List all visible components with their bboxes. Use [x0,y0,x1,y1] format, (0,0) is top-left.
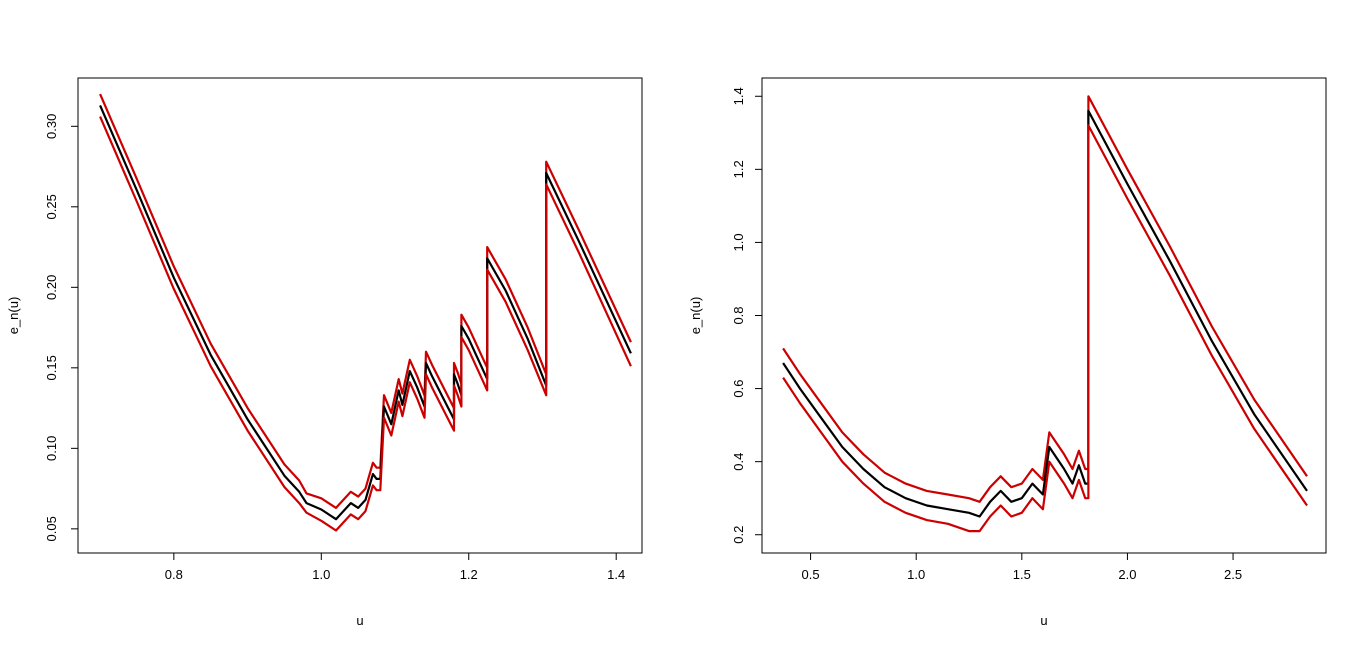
y-tick-label: 0.20 [44,275,59,300]
x-axis-label: u [356,613,363,628]
y-tick-label: 1.0 [731,233,746,251]
y-tick-label: 0.10 [44,436,59,461]
y-tick-label: 0.4 [731,453,746,471]
estimate-line [99,104,632,521]
x-tick-label: 1.0 [907,567,925,582]
upper-band-line [782,95,1308,503]
y-tick-label: 0.05 [44,516,59,541]
x-tick-label: 1.0 [312,567,330,582]
estimate-line [782,109,1308,518]
y-tick-label: 0.25 [44,194,59,219]
y-tick-label: 0.30 [44,114,59,139]
plot-frame [77,77,643,554]
x-axis-label: u [1040,613,1047,628]
lower-band-line [782,124,1308,533]
right-chart-panel: 0.5 1.0 1.5 2.0 2.5 0.2 0.4 0.6 0.8 1.0 1.2 1.4 u e_n… [688,77,1327,628]
lower-band-line [99,116,632,532]
x-tick-label: 1.5 [1013,567,1031,582]
x-tick-label: 0.5 [802,567,820,582]
y-tick-label: 0.6 [731,380,746,398]
y-tick-label: 0.15 [44,355,59,380]
left-chart-panel: 0.8 1.0 1.2 1.4 0.05 0.10 0.15 0.20 0.25 0.30 u e_n… [6,77,643,628]
y-tick-label: 0.8 [731,306,746,324]
y-axis-label: e_n(u) [6,297,21,335]
x-tick-label: 1.2 [460,567,478,582]
y-axis-label: e_n(u) [688,297,703,335]
y-tick-label: 1.4 [731,87,746,105]
y-tick-label: 1.2 [731,160,746,178]
x-tick-label: 2.0 [1118,567,1136,582]
x-tick-label: 1.4 [607,567,625,582]
x-tick-label: 0.8 [165,567,183,582]
x-tick-label: 2.5 [1224,567,1242,582]
y-tick-label: 0.2 [731,526,746,544]
